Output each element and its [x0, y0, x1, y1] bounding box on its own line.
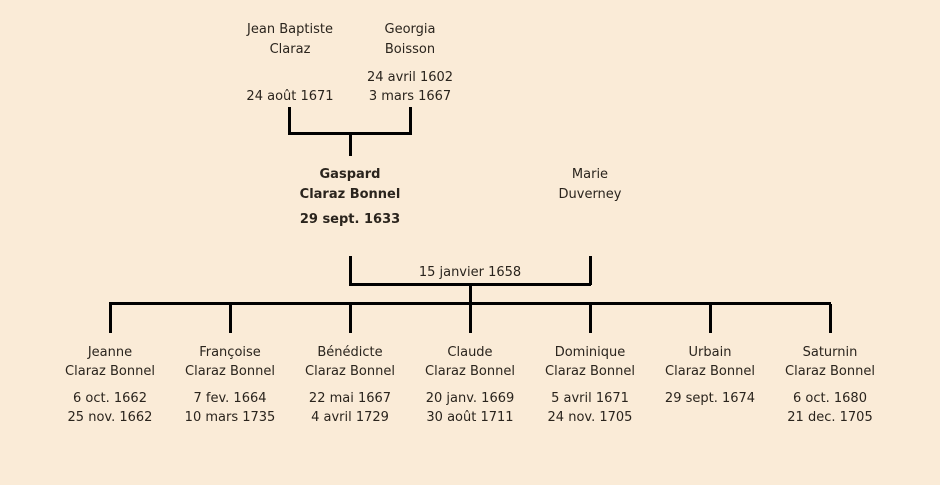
child-surname: Claraz Bonnel: [785, 364, 875, 379]
grandmother-death-date: 3 mars 1667: [368, 89, 452, 104]
connector-grandmother-drop: [409, 107, 412, 134]
connector-grandfather-drop: [288, 107, 291, 134]
person-node-mother[interactable]: Marie Duverney: [559, 165, 622, 205]
person-node-grandfather[interactable]: Jean Baptiste Claraz: [247, 20, 333, 60]
child-surname: Claraz Bonnel: [65, 364, 155, 379]
person-name-line1: Gaspard: [319, 167, 381, 182]
grandmother-birth-date: 24 avril 1602: [366, 70, 454, 85]
connector-child-drop-1: [109, 304, 112, 333]
child-birth-date: 29 sept. 1674: [664, 391, 756, 406]
person-name-line2: Boisson: [384, 42, 436, 57]
person-name-line2: Claraz Bonnel: [299, 187, 401, 202]
child-birth-date: 22 mai 1667: [308, 391, 392, 406]
child-birth-date: 6 oct. 1680: [793, 391, 867, 406]
child-death-date: 21 dec. 1705: [787, 410, 873, 425]
person-name-line1: Georgia: [384, 22, 436, 37]
child-first-name: Françoise: [199, 345, 261, 360]
person-node-child-jeanne[interactable]: Jeanne Claraz Bonnel 6 oct. 1662 25 nov.…: [65, 343, 155, 427]
person-name-line1: Jean Baptiste: [247, 22, 333, 37]
connector-marriage-bar: [349, 283, 591, 286]
child-birth-date: 6 oct. 1662: [73, 391, 147, 406]
connector-child-drop-2: [229, 304, 232, 333]
connector-father-drop: [349, 256, 352, 285]
child-first-name: Saturnin: [802, 345, 858, 360]
child-surname: Claraz Bonnel: [305, 364, 395, 379]
connector-mother-drop: [589, 256, 592, 285]
person-node-child-claude[interactable]: Claude Claraz Bonnel 20 janv. 1669 30 ao…: [425, 343, 515, 427]
child-death-date: 4 avril 1729: [311, 410, 389, 425]
child-surname: Claraz Bonnel: [185, 364, 275, 379]
child-first-name: Claude: [447, 345, 493, 360]
connector-siblings-bar: [109, 302, 831, 305]
child-first-name: Bénédicte: [317, 345, 383, 360]
person-name-line2: Duverney: [558, 187, 622, 202]
connector-to-gaspard: [349, 134, 352, 156]
connector-child-drop-3: [349, 304, 352, 333]
child-birth-date: 20 janv. 1669: [425, 391, 515, 406]
child-surname: Claraz Bonnel: [665, 364, 755, 379]
child-death-date: 10 mars 1735: [184, 410, 276, 425]
connector-child-drop-5: [589, 304, 592, 333]
person-node-grandmother[interactable]: Georgia Boisson: [385, 20, 436, 60]
connector-child-drop-4: [469, 304, 472, 333]
grandfather-death-date: 24 août 1671: [246, 89, 334, 104]
child-first-name: Urbain: [688, 345, 732, 360]
child-death-date: 30 août 1711: [426, 410, 514, 425]
person-name-line1: Marie: [571, 167, 609, 182]
child-first-name: Dominique: [554, 345, 626, 360]
child-death-date: 25 nov. 1662: [67, 410, 153, 425]
child-birth-date: 5 avril 1671: [551, 391, 629, 406]
person-node-child-benedicte[interactable]: Bénédicte Claraz Bonnel 22 mai 1667 4 av…: [305, 343, 395, 427]
child-surname: Claraz Bonnel: [545, 364, 635, 379]
person-node-child-urbain[interactable]: Urbain Claraz Bonnel 29 sept. 1674: [665, 343, 755, 408]
person-node-father[interactable]: Gaspard Claraz Bonnel: [300, 165, 401, 205]
person-node-child-dominique[interactable]: Dominique Claraz Bonnel 5 avril 1671 24 …: [545, 343, 635, 427]
connector-child-drop-6: [709, 304, 712, 333]
connector-grandparents-bar: [288, 132, 412, 135]
child-first-name: Jeanne: [87, 345, 133, 360]
connector-child-drop-7: [829, 304, 832, 333]
connector-marriage-descent: [469, 285, 472, 304]
child-surname: Claraz Bonnel: [425, 364, 515, 379]
person-node-child-saturnin[interactable]: Saturnin Claraz Bonnel 6 oct. 1680 21 de…: [785, 343, 875, 427]
marriage-date-label: 15 janvier 1658: [418, 265, 522, 280]
person-node-child-francoise[interactable]: Françoise Claraz Bonnel 7 fev. 1664 10 m…: [185, 343, 276, 427]
father-birth-date: 29 sept. 1633: [299, 212, 401, 227]
child-death-date: 24 nov. 1705: [547, 410, 633, 425]
child-birth-date: 7 fev. 1664: [193, 391, 267, 406]
person-name-line2: Claraz: [269, 42, 311, 57]
